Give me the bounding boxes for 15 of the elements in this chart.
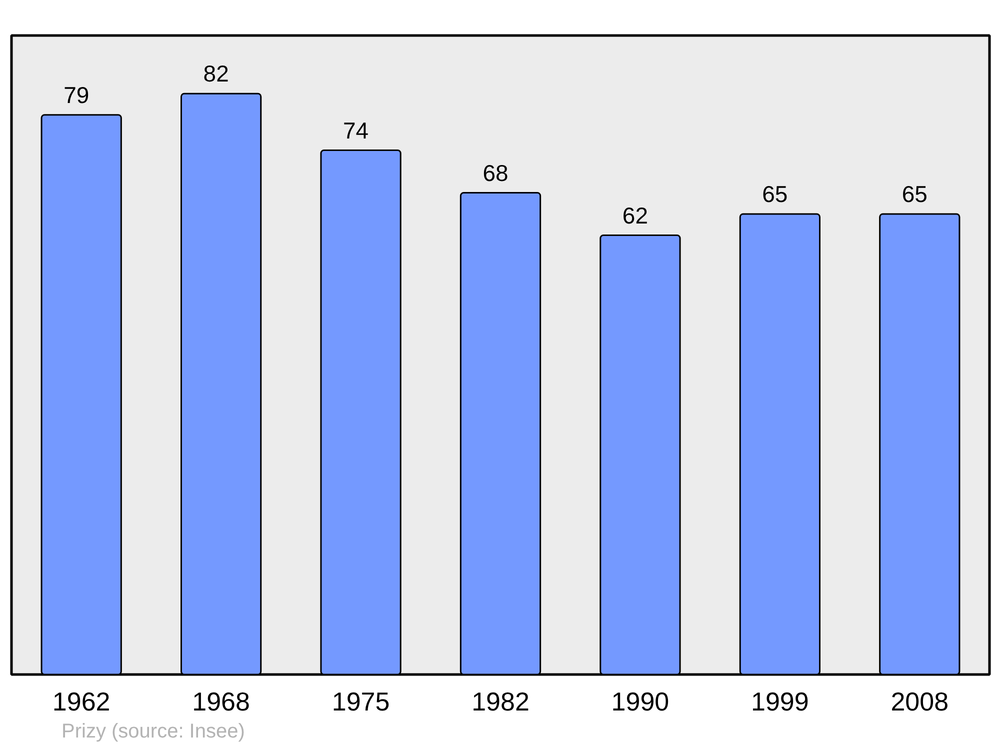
data-label: 65 — [902, 181, 928, 208]
x-tick-label: 1999 — [751, 686, 809, 716]
x-tick-label: 1975 — [332, 686, 390, 716]
x-tick-label: 1968 — [192, 686, 250, 716]
text: Prizy (source: Insee) — [62, 720, 245, 742]
data-label: 82 — [203, 60, 229, 87]
x-tick-label: 1982 — [472, 686, 530, 716]
data-label: 79 — [64, 82, 90, 108]
x-tick-label: 2008 — [890, 686, 949, 716]
x-tick-label: 1962 — [52, 686, 110, 716]
data-label: 62 — [622, 202, 648, 228]
data-label: 65 — [762, 181, 788, 208]
data-label: 74 — [342, 117, 369, 144]
x-tick-label: 1990 — [611, 686, 670, 716]
data-label: 68 — [482, 160, 508, 186]
